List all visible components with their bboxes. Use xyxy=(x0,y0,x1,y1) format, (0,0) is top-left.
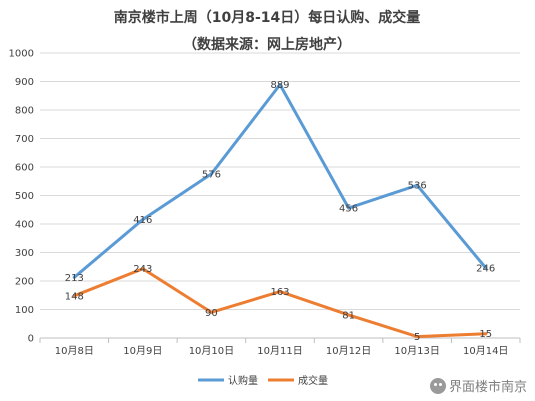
x-tick-label: 10月10日 xyxy=(189,345,234,357)
watermark: 界面楼市南京 xyxy=(429,376,527,395)
y-tick-label: 100 xyxy=(15,305,34,316)
series-line-1 xyxy=(72,267,488,339)
y-tick-label: 300 xyxy=(15,248,34,259)
series-layer xyxy=(72,83,488,339)
gridlines xyxy=(40,52,520,339)
data-label: 416 xyxy=(133,215,152,226)
data-point xyxy=(72,294,76,298)
y-tick-label: 1000 xyxy=(9,49,34,60)
wechat-icon xyxy=(429,377,446,394)
x-tick-label: 10月14日 xyxy=(463,345,508,357)
data-point xyxy=(72,275,76,279)
y-tick-label: 800 xyxy=(15,106,34,117)
data-point xyxy=(347,206,351,210)
data-label: 163 xyxy=(270,287,289,298)
legend-label-0: 认购量 xyxy=(228,374,258,387)
x-tick-label: 10月12日 xyxy=(326,345,371,357)
data-point xyxy=(141,217,145,221)
x-axis: 10月8日 10月9日 10月10日 10月11日 10月12日 10月13日 10月14日 xyxy=(39,338,521,357)
x-tick-label: 10月13日 xyxy=(394,345,439,357)
data-label: 889 xyxy=(270,80,289,91)
data-label: 90 xyxy=(205,308,218,319)
data-point xyxy=(484,332,488,336)
data-label: 536 xyxy=(408,181,427,192)
data-point xyxy=(209,310,213,314)
y-tick-label: 0 xyxy=(28,334,34,345)
chart-title: 南京楼市上周（10月8-14日）每日认购、成交量 xyxy=(114,9,421,26)
legend: 认购量 成交量 xyxy=(198,374,328,387)
data-label: 576 xyxy=(202,169,221,180)
data-label: 243 xyxy=(133,264,152,275)
data-point xyxy=(278,290,282,294)
data-point xyxy=(141,267,145,271)
x-tick-label: 10月11日 xyxy=(257,345,302,357)
data-label: 81 xyxy=(342,310,355,321)
watermark-text: 界面楼市南京 xyxy=(448,380,527,395)
y-tick-label: 400 xyxy=(15,220,34,231)
y-tick-label: 900 xyxy=(15,77,34,88)
data-label: 5 xyxy=(414,332,420,343)
data-label: 213 xyxy=(65,273,84,284)
x-tick-label: 10月9日 xyxy=(123,345,162,357)
data-point xyxy=(415,335,419,339)
data-labels: 213 416 576 889 456 536 246 148 243 90 163 81 5 15 xyxy=(65,80,496,343)
y-tick-label: 600 xyxy=(15,163,34,174)
data-point xyxy=(415,183,419,187)
chart-subtitle: （数据来源：网上房地产） xyxy=(183,36,351,53)
data-label: 456 xyxy=(339,204,358,215)
y-tick-label: 700 xyxy=(15,134,34,145)
data-point xyxy=(347,313,351,317)
data-point xyxy=(278,83,282,87)
data-point xyxy=(484,266,488,270)
data-label: 246 xyxy=(476,263,495,274)
x-tick-label: 10月8日 xyxy=(55,345,94,357)
legend-label-1: 成交量 xyxy=(298,374,328,387)
data-point xyxy=(209,172,213,176)
y-tick-label: 500 xyxy=(15,191,34,202)
y-axis: 0 100 200 300 400 500 600 700 800 900 1000 xyxy=(9,49,34,345)
data-label: 148 xyxy=(65,291,84,302)
data-label: 15 xyxy=(479,329,492,340)
y-tick-label: 200 xyxy=(15,277,34,288)
